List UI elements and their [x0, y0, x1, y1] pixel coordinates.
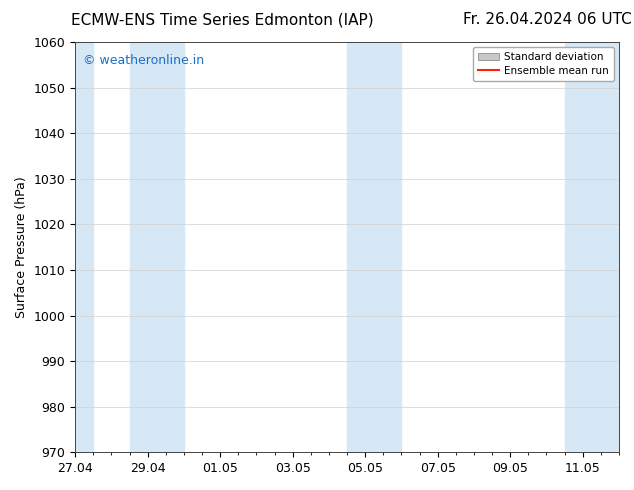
- Text: ECMW-ENS Time Series Edmonton (IAP): ECMW-ENS Time Series Edmonton (IAP): [70, 12, 373, 27]
- Text: Fr. 26.04.2024 06 UTC: Fr. 26.04.2024 06 UTC: [463, 12, 631, 27]
- Text: © weatheronline.in: © weatheronline.in: [83, 54, 204, 67]
- Bar: [75, 42, 93, 452]
- Legend: Standard deviation, Ensemble mean run: Standard deviation, Ensemble mean run: [472, 47, 614, 81]
- Bar: [565, 42, 619, 452]
- Bar: [347, 42, 401, 452]
- Bar: [129, 42, 184, 452]
- Y-axis label: Surface Pressure (hPa): Surface Pressure (hPa): [15, 176, 28, 318]
